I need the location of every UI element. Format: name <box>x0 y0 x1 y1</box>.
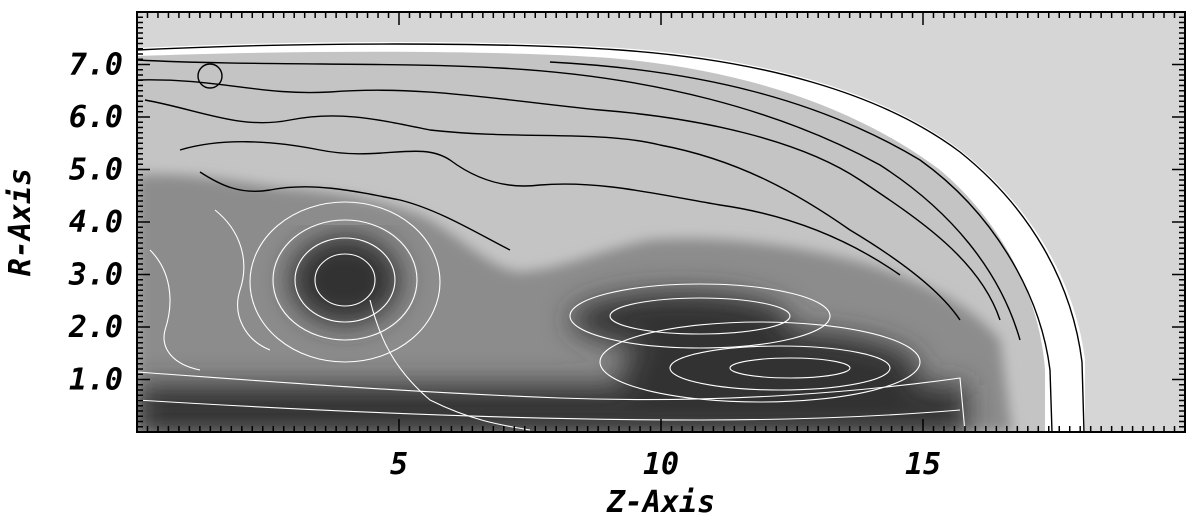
contour-white-upper-1 <box>609 297 791 335</box>
contour-white-upper-2 <box>569 283 831 349</box>
contour-white-vortex-2 <box>294 237 396 323</box>
vortex-core-left <box>290 235 400 325</box>
contour-white-right-2 <box>669 345 891 391</box>
contour-white-vortex-1 <box>314 253 376 307</box>
plot-area <box>137 12 1185 432</box>
y-tick-label: 5.0 <box>69 153 123 188</box>
contour-white-shock <box>369 299 531 431</box>
x-axis-title: Z-Axis <box>606 485 715 517</box>
contour-black-5 <box>144 99 961 321</box>
contour-white-left-2 <box>214 209 271 351</box>
contour-black-2 <box>549 61 1053 432</box>
contour-black-4 <box>137 79 1001 321</box>
vortex-core-upper <box>570 292 790 348</box>
contour-black-6 <box>179 141 901 276</box>
x-axis-ticks: 5 10 15 <box>136 12 1186 482</box>
y-tick-label: 6.0 <box>69 100 123 135</box>
y-axis-ticks: 1.0 2.0 3.0 4.0 5.0 6.0 7.0 <box>68 11 1185 433</box>
contour-white-right-3 <box>599 321 921 403</box>
y-tick-label: 7.0 <box>69 48 123 83</box>
y-tick-label: 1.0 <box>69 363 123 398</box>
contour-white-beam <box>137 371 966 432</box>
contour-black-7 <box>199 171 511 251</box>
contour-white-beam-2 <box>137 399 961 421</box>
y-axis-title: R-Axis <box>3 168 38 276</box>
x-tick-label: 15 <box>905 447 941 482</box>
white-contour-lines <box>137 201 966 432</box>
contour-white-vortex-3 <box>272 219 418 341</box>
contour-black-1 <box>137 43 1085 432</box>
y-tick-label: 3.0 <box>68 258 123 293</box>
jet-beam <box>137 385 967 432</box>
contour-black-island <box>197 63 223 89</box>
black-contour-lines <box>137 43 1085 432</box>
y-tick-label: 2.0 <box>68 310 123 345</box>
x-tick-label: 10 <box>643 447 679 482</box>
contour-black-3 <box>137 59 1021 341</box>
contour-white-right-1 <box>729 357 851 379</box>
y-tick-label: 4.0 <box>69 205 123 240</box>
contour-white-vortex-4 <box>249 201 441 363</box>
x-tick-label: 5 <box>390 447 408 482</box>
contour-white-left <box>149 249 201 371</box>
